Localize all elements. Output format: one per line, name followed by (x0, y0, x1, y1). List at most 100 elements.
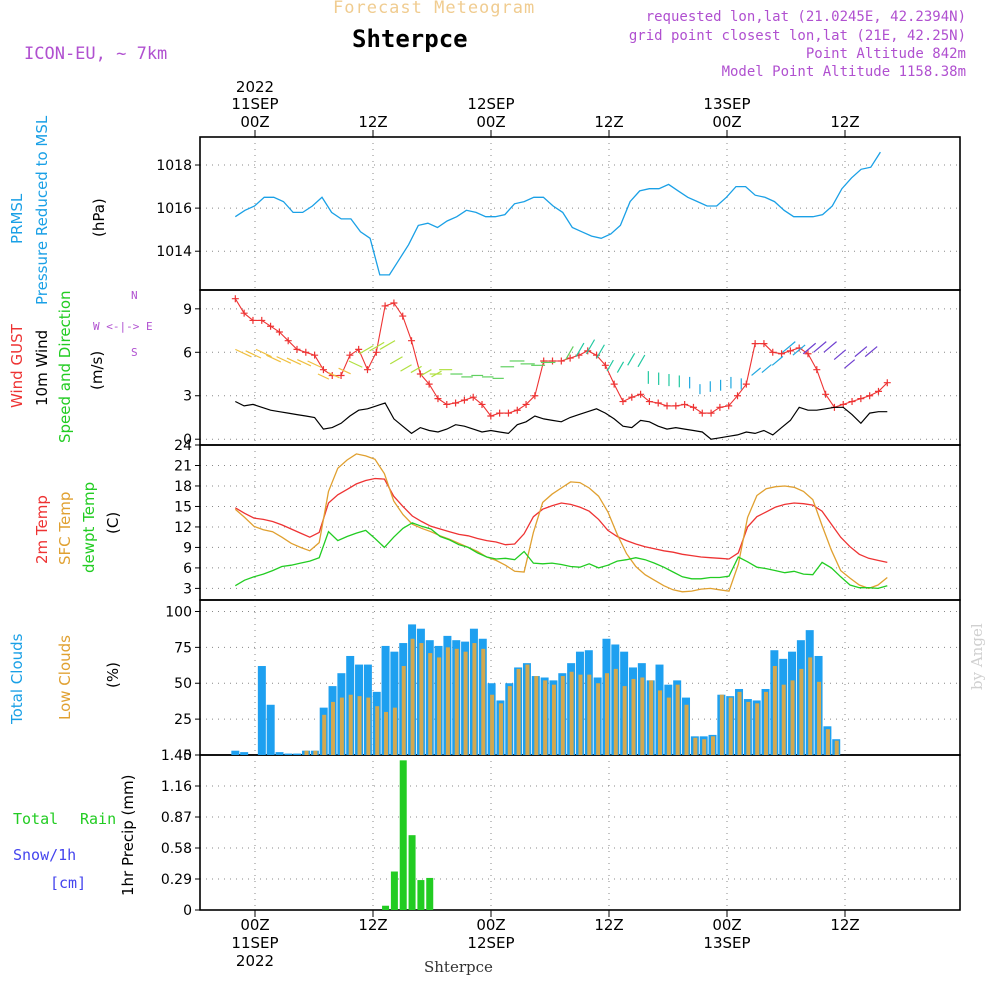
gust-marker (760, 340, 768, 348)
wind-direction-arrow (864, 346, 878, 358)
low-cloud-bar (746, 701, 751, 755)
low-cloud-bar (702, 739, 707, 755)
low-cloud-bar (410, 638, 415, 755)
time-label-bottom: 00Z (240, 916, 269, 934)
gust-marker (645, 398, 653, 406)
gust-marker (769, 348, 777, 356)
wind-direction-arrow (596, 344, 605, 359)
gust-marker (601, 361, 609, 369)
low-cloud-bar (596, 683, 601, 755)
wind-direction-arrow (410, 365, 422, 374)
wind-direction-arrow (358, 345, 374, 355)
low-cloud-bar (366, 697, 371, 755)
y-tick-label: 0.58 (161, 841, 192, 857)
gust-marker (487, 412, 495, 420)
low-cloud-bar (711, 736, 716, 755)
gust-marker (275, 328, 283, 336)
low-cloud-bar (622, 686, 627, 755)
gust-marker (822, 390, 830, 398)
gust-marker (883, 379, 891, 387)
gust-marker (311, 351, 319, 359)
bottom-station-label: Shterpce (424, 958, 493, 976)
low-cloud-bar (772, 666, 777, 755)
gust-marker (390, 299, 398, 307)
time-label-bottom: 11SEP (231, 934, 278, 952)
y-tick-label: 24 (174, 438, 192, 454)
wind-direction-arrow (379, 340, 396, 350)
gust-marker (258, 316, 266, 324)
total-cloud-bar (231, 750, 240, 755)
gust-marker (531, 392, 539, 400)
gust-marker (249, 316, 257, 324)
low-cloud-bar (428, 653, 433, 755)
gust-marker (240, 309, 248, 317)
gust-marker (460, 396, 468, 404)
gust-marker (866, 392, 874, 400)
low-cloud-bar (498, 703, 503, 755)
compass-s: S (131, 346, 138, 359)
time-label-top: 12Z (594, 113, 623, 131)
gust-marker (628, 393, 636, 401)
total-cloud-bar (284, 753, 293, 755)
time-label-top: 12SEP (467, 95, 514, 113)
low-cloud-bar (790, 680, 795, 755)
gust-marker (778, 350, 786, 358)
total-cloud-bar (390, 651, 399, 755)
gust-marker (346, 351, 354, 359)
y-tick-label: 12 (174, 520, 192, 536)
low-cloud-bar (728, 697, 733, 755)
time-label-bottom: 12Z (358, 916, 387, 934)
wind-direction-arrow (400, 364, 412, 372)
compass-we: W <-|-> E (93, 320, 153, 333)
time-label-top: 2022 (236, 78, 274, 96)
time-label-bottom: 12Z (830, 916, 859, 934)
gust-marker (381, 302, 389, 310)
wind-direction-arrow (751, 367, 762, 376)
gust-marker (504, 409, 512, 417)
rain-bar (399, 760, 407, 910)
wind-direction-arrow (844, 359, 856, 369)
gust-marker (231, 295, 239, 303)
total-cloud-bar (257, 666, 266, 755)
gust-marker (610, 380, 618, 388)
y-tick-label: 25 (174, 712, 192, 728)
low-cloud-bar (719, 694, 724, 755)
low-cloud-bar (817, 681, 822, 755)
low-cloud-bar (737, 691, 742, 755)
total-cloud-bar (240, 752, 249, 755)
gust-marker (681, 400, 689, 408)
low-cloud-bar (507, 686, 512, 755)
gust-marker (540, 357, 548, 365)
gust-marker (452, 399, 460, 407)
y-tick-label: 9 (183, 302, 192, 318)
low-cloud-bar (755, 703, 760, 755)
wind-direction-arrow (854, 346, 868, 358)
top-faded-title: Forecast Meteogram (333, 0, 536, 18)
y-tick-label: 0.29 (161, 872, 192, 888)
gust-marker (874, 387, 882, 395)
y-tick-label: 0 (183, 748, 192, 764)
low-cloud-bar (569, 671, 574, 755)
time-label-top: 00Z (240, 113, 269, 131)
rain-bar (408, 835, 416, 910)
gust-marker (522, 400, 530, 408)
gust-marker (434, 395, 442, 403)
low-cloud-bar (834, 740, 839, 755)
rain-bar (417, 880, 425, 910)
y-tick-label: 50 (174, 676, 192, 692)
gust-marker (319, 366, 327, 374)
time-label-top: 00Z (476, 113, 505, 131)
low-cloud-bar (437, 657, 442, 755)
compass-n: N (131, 289, 138, 302)
low-cloud-bar (516, 668, 521, 755)
gust-marker (734, 392, 742, 400)
low-cloud-bar (578, 674, 583, 755)
gust-marker (355, 345, 363, 353)
wind-direction-arrow (369, 341, 385, 352)
precip-label-cm: [cm] (50, 874, 87, 892)
gust-marker (848, 398, 856, 406)
panel-frame (199, 444, 961, 601)
low-cloud-bar (375, 706, 380, 755)
low-cloud-bar (693, 737, 698, 755)
low-cloud-bar (666, 697, 671, 755)
